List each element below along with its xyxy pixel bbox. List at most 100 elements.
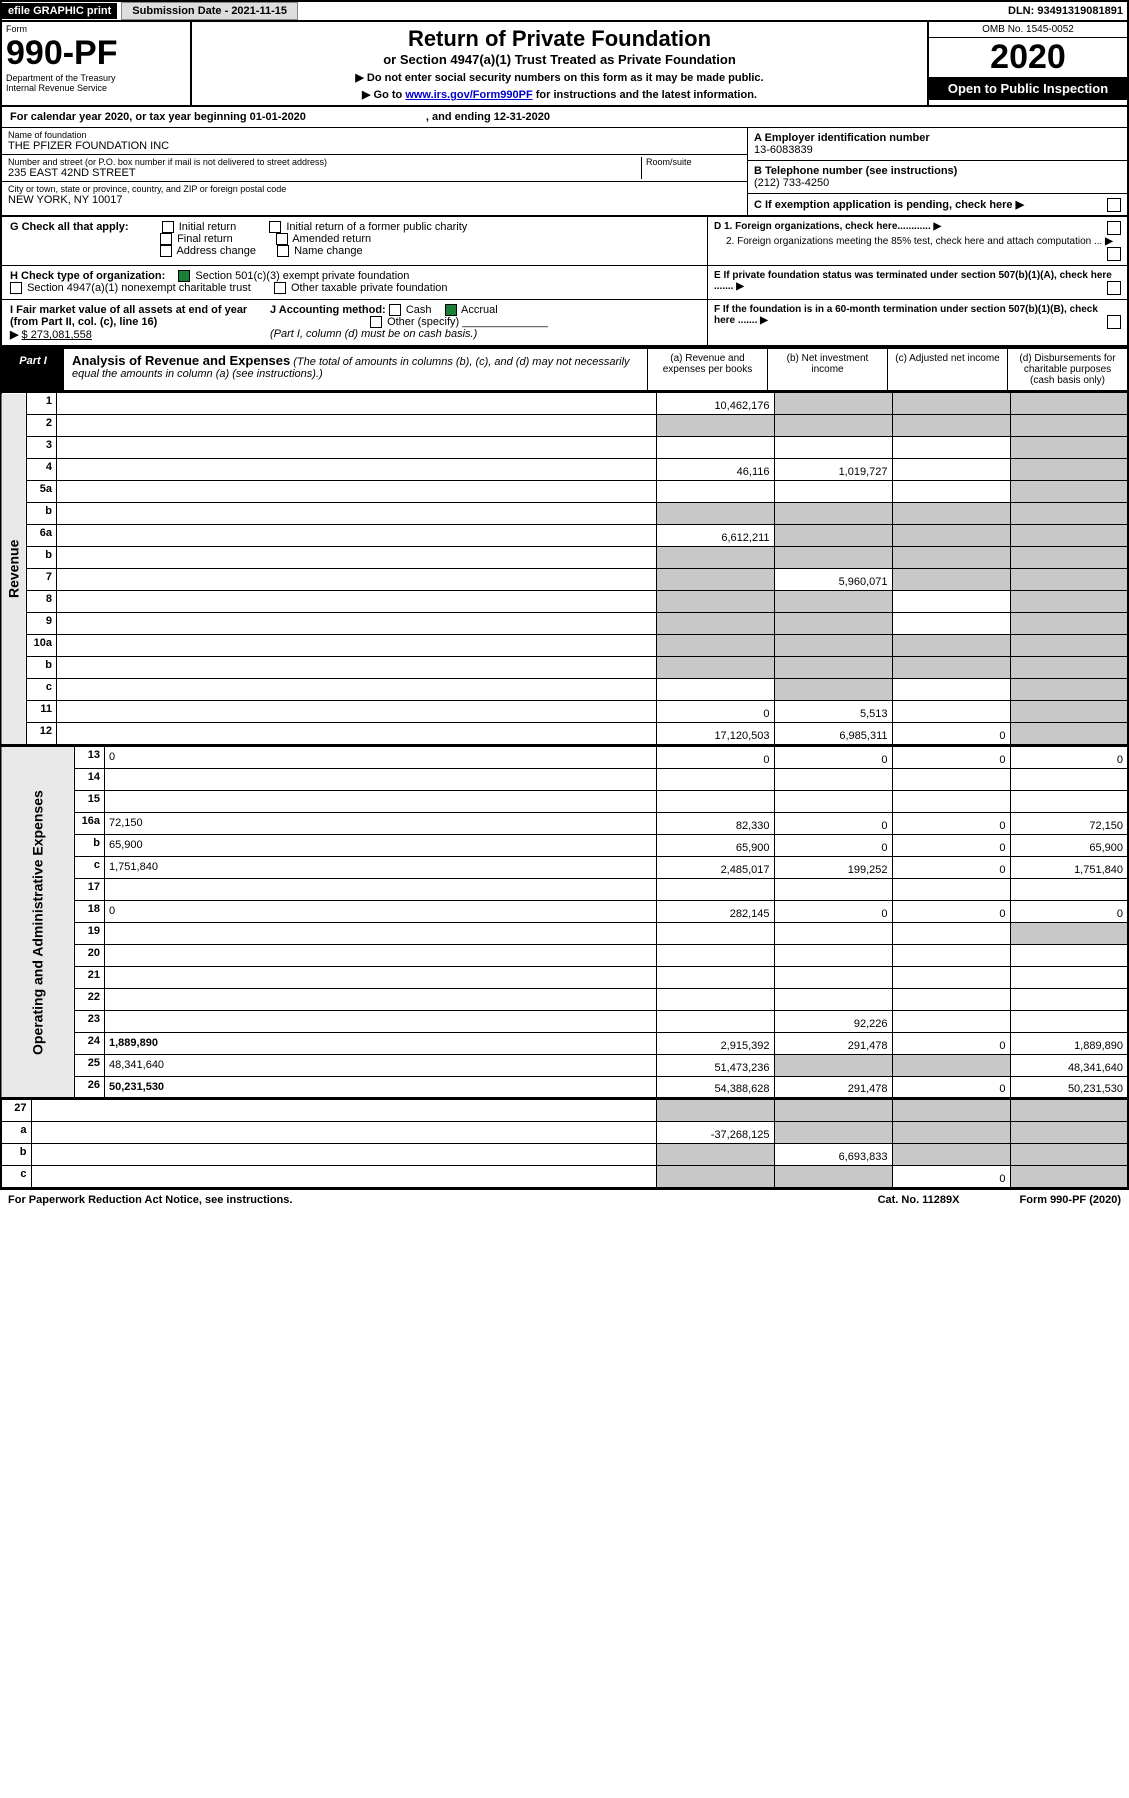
col-b-value	[774, 547, 892, 569]
col-a-value: 51,473,236	[656, 1054, 774, 1076]
exemption-checkbox[interactable]	[1107, 198, 1121, 212]
table-row: b	[1, 503, 1128, 525]
line-description	[57, 569, 657, 591]
col-a-value	[656, 944, 774, 966]
col-d-value	[1010, 481, 1128, 503]
section-label: Revenue	[1, 393, 27, 745]
line-description: 48,341,640	[105, 1054, 657, 1076]
line-number: 17	[75, 878, 105, 900]
col-b-value: 0	[774, 900, 892, 922]
part1-columns: (a) Revenue and expenses per books (b) N…	[647, 349, 1127, 390]
line-description	[105, 768, 657, 790]
line-number: c	[1, 1166, 31, 1188]
name-change: Name change	[294, 245, 363, 257]
ssn-note: ▶ Do not enter social security numbers o…	[196, 71, 923, 84]
col-b-value: 6,985,311	[774, 723, 892, 745]
h-checks: H Check type of organization: ✔ Section …	[2, 266, 707, 299]
final-return-checkbox[interactable]	[160, 233, 172, 245]
col-b-value	[774, 1122, 892, 1144]
part1-title: Analysis of Revenue and Expenses	[72, 353, 290, 368]
col-a-value	[656, 768, 774, 790]
col-a-value	[656, 613, 774, 635]
line-description	[57, 613, 657, 635]
name-change-checkbox[interactable]	[277, 245, 289, 257]
ein-label: A Employer identification number	[754, 132, 930, 144]
entity-left: Name of foundation THE PFIZER FOUNDATION…	[2, 128, 747, 215]
line-description: 1,889,890	[105, 1032, 657, 1054]
goto-note: ▶ Go to www.irs.gov/Form990PF for instru…	[196, 88, 923, 101]
line-number: 25	[75, 1054, 105, 1076]
line-number: 6a	[27, 525, 57, 547]
table-row: 2392,226	[1, 1010, 1128, 1032]
exemption-cell: C If exemption application is pending, c…	[748, 194, 1127, 215]
col-c-value	[892, 701, 1010, 723]
name-label: Name of foundation	[8, 130, 741, 140]
col-b-value	[774, 922, 892, 944]
line-description	[105, 944, 657, 966]
col-a-value: 2,485,017	[656, 856, 774, 878]
cal-begin: For calendar year 2020, or tax year begi…	[10, 111, 306, 123]
initial-former-checkbox[interactable]	[269, 221, 281, 233]
col-a-value	[656, 790, 774, 812]
d1-checkbox[interactable]	[1107, 221, 1121, 235]
other-taxable-label: Other taxable private foundation	[291, 282, 448, 294]
summary-table: 27a-37,268,125b6,693,833c0	[0, 1099, 1129, 1189]
line-number: b	[27, 547, 57, 569]
col-c-value	[892, 525, 1010, 547]
col-b-value	[774, 768, 892, 790]
room-label: Room/suite	[646, 157, 741, 167]
col-a-value: 65,900	[656, 834, 774, 856]
col-a-value	[656, 988, 774, 1010]
line-number: 15	[75, 790, 105, 812]
other-taxable-checkbox[interactable]	[274, 282, 286, 294]
ij-checks: I Fair market value of all assets at end…	[2, 300, 707, 345]
col-d-value: 65,900	[1010, 834, 1128, 856]
ein-value: 13-6083839	[754, 144, 1121, 156]
col-d-value	[1010, 591, 1128, 613]
addr-cell: Number and street (or P.O. box number if…	[2, 155, 747, 182]
col-d-value	[1010, 657, 1128, 679]
col-a-value: 54,388,628	[656, 1076, 774, 1098]
address-change-checkbox[interactable]	[160, 245, 172, 257]
irs-link[interactable]: www.irs.gov/Form990PF	[405, 89, 532, 101]
501c3-checkbox[interactable]: ✔	[178, 270, 190, 282]
arrow-icon: ▶	[736, 281, 744, 292]
col-b-value	[774, 1100, 892, 1122]
4947-checkbox[interactable]	[10, 282, 22, 294]
cash-checkbox[interactable]	[389, 304, 401, 316]
revenue-table: Revenue110,462,17623446,1161,019,7275ab6…	[0, 392, 1129, 746]
other-method-checkbox[interactable]	[370, 316, 382, 328]
col-a-value	[656, 547, 774, 569]
dln-number: DLN: 93491319081891	[1008, 5, 1127, 17]
initial-return-checkbox[interactable]	[162, 221, 174, 233]
col-b-value: 0	[774, 834, 892, 856]
f-checkbox[interactable]	[1107, 315, 1121, 329]
line-description	[31, 1122, 656, 1144]
line-description	[105, 1010, 657, 1032]
j-note: (Part I, column (d) must be on cash basi…	[270, 328, 477, 340]
col-b-value: 291,478	[774, 1032, 892, 1054]
addr-label: Number and street (or P.O. box number if…	[8, 157, 641, 167]
col-c-value: 0	[892, 900, 1010, 922]
col-c-value	[892, 790, 1010, 812]
col-b-value	[774, 790, 892, 812]
col-a-value: 10,462,176	[656, 393, 774, 415]
e-checkbox[interactable]	[1107, 281, 1121, 295]
line-number: c	[75, 856, 105, 878]
part1-title-block: Analysis of Revenue and Expenses (The to…	[64, 349, 647, 390]
col-c-value: 0	[892, 1166, 1010, 1188]
form-subtitle: or Section 4947(a)(1) Trust Treated as P…	[196, 52, 923, 67]
col-b-value: 92,226	[774, 1010, 892, 1032]
col-c-value	[892, 657, 1010, 679]
accrual-checkbox[interactable]: ✔	[445, 304, 457, 316]
col-b-value	[774, 1054, 892, 1076]
line-number: 18	[75, 900, 105, 922]
entity-info: Name of foundation THE PFIZER FOUNDATION…	[0, 128, 1129, 217]
d2-checkbox[interactable]	[1107, 247, 1121, 261]
line-number: a	[1, 1122, 31, 1144]
line-description	[57, 679, 657, 701]
h-label: H Check type of organization:	[10, 270, 165, 282]
col-a-value	[656, 481, 774, 503]
col-c-value: 0	[892, 746, 1010, 768]
amended-checkbox[interactable]	[276, 233, 288, 245]
